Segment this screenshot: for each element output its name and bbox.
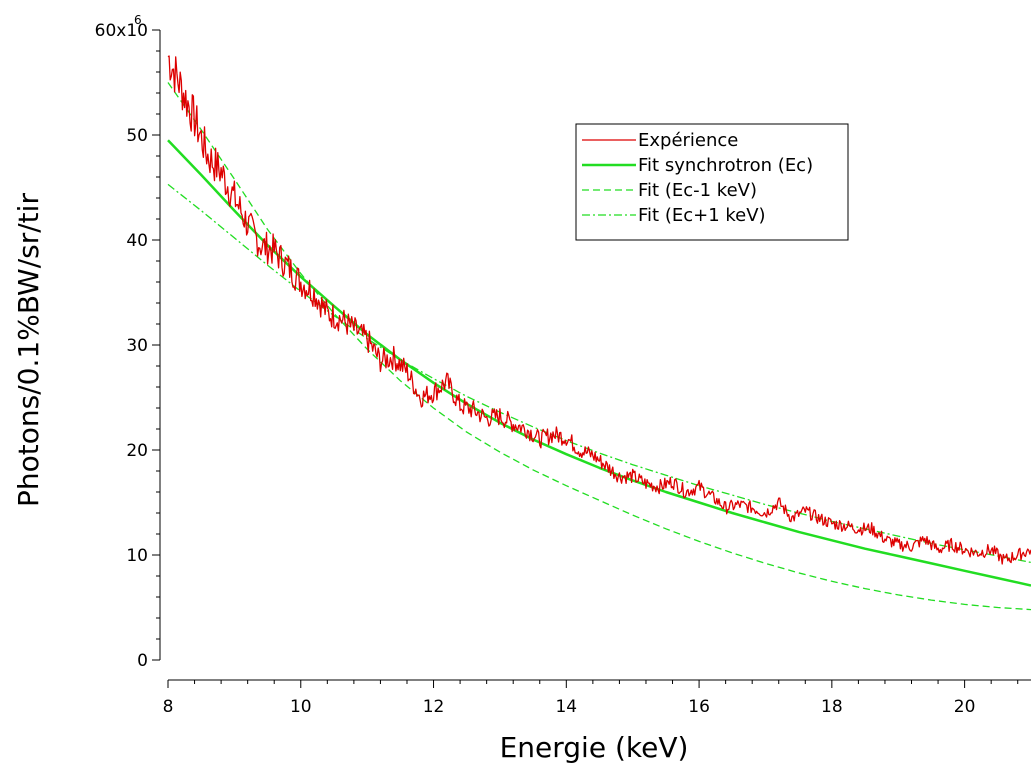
y-tick-label: 40 — [126, 231, 148, 251]
legend-label: Fit (Ec-1 keV) — [638, 180, 757, 201]
y-axis-title: Photons/0.1%BW/sr/tir — [12, 193, 45, 507]
x-tick-label: 10 — [290, 697, 312, 717]
plot-area — [167, 55, 1031, 611]
legend-label: Expérience — [638, 130, 738, 151]
series-line-fit-ec-1-kev — [167, 82, 1031, 611]
x-axis-title: Energie (keV) — [500, 731, 689, 764]
x-tick-label: 12 — [423, 697, 445, 717]
series-line-fit-ec-1-kev — [167, 183, 1031, 564]
x-tick-label: 20 — [954, 697, 976, 717]
y-tick-label: 30 — [126, 336, 148, 356]
legend-box — [575, 123, 849, 241]
y-tick-label: 20 — [126, 441, 148, 461]
y-tick-label: 0 — [137, 651, 148, 671]
y-tick-label: 10 — [126, 546, 148, 566]
series-line-exp-rience — [167, 55, 1031, 565]
x-tick-label: 16 — [688, 697, 710, 717]
y-exponent-label: 6 — [134, 13, 142, 27]
y-tick-label: 60x10 — [95, 21, 148, 41]
series-line-fit-synchrotron-ec — [167, 139, 1031, 587]
legend-label: Fit (Ec+1 keV) — [638, 205, 766, 226]
legend-label: Fit synchrotron (Ec) — [638, 155, 813, 176]
legend: Expérience Fit synchrotron (Ec) Fit (Ec-1 … — [575, 123, 849, 241]
x-tick-label: 18 — [821, 697, 843, 717]
x-tick-label: 8 — [163, 697, 174, 717]
x-tick-label: 14 — [555, 697, 577, 717]
y-tick-label: 50 — [126, 126, 148, 146]
